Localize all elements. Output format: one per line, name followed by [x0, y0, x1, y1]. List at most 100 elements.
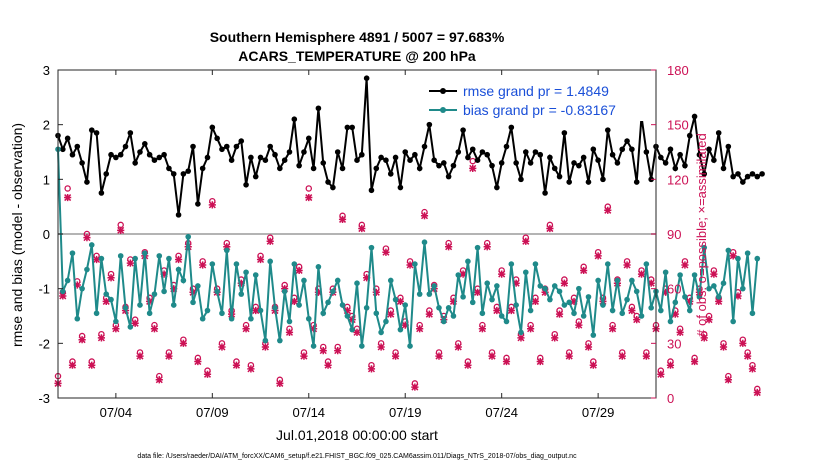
- obs-assimilated-marker: [343, 306, 351, 315]
- obs-assimilated-marker: [208, 201, 216, 209]
- bias-point: [64, 277, 71, 284]
- rmse-point: [754, 173, 761, 180]
- obs-assimilated-marker: [748, 365, 757, 373]
- rmse-point: [701, 171, 708, 177]
- obs-assimilated-marker: [160, 270, 168, 278]
- bias-point: [281, 288, 288, 295]
- rmse-point: [60, 146, 66, 153]
- obs-assimilated-marker: [517, 334, 525, 342]
- obs-assimilated-marker: [309, 325, 318, 333]
- bias-point: [711, 283, 717, 289]
- rmse-point: [315, 105, 322, 112]
- obs-assimilated-marker: [705, 316, 713, 324]
- bias-point: [455, 272, 462, 278]
- rmse-point: [547, 154, 553, 161]
- bias-point: [310, 343, 317, 349]
- rmse-point: [325, 179, 331, 185]
- rmse-point: [199, 165, 206, 172]
- rmse-point: [508, 124, 515, 131]
- obs-assimilated-marker: [425, 310, 433, 318]
- rmse-point: [696, 151, 703, 158]
- bias-point: [363, 305, 370, 311]
- bias-point: [209, 261, 216, 267]
- bias-point: [725, 247, 732, 254]
- bias-point: [503, 318, 510, 325]
- bias-point: [378, 329, 384, 336]
- obs-assimilated-marker: [710, 270, 718, 278]
- bias-point: [98, 255, 105, 262]
- obs-assimilated-marker: [59, 292, 67, 300]
- bias-point: [383, 318, 389, 325]
- chart-title: Southern Hemisphere 4891 / 5007 = 97.683…: [210, 29, 505, 45]
- obs-assimilated-marker: [179, 339, 187, 347]
- obs-assimilated-marker: [536, 357, 544, 366]
- rmse-point: [161, 151, 167, 158]
- y-axis-label: rmse and bias (model - observation): [9, 123, 25, 347]
- obs-assimilated-marker: [300, 352, 308, 360]
- rmse-point: [339, 165, 346, 172]
- bias-point: [489, 296, 495, 303]
- rmse-point: [137, 149, 143, 155]
- obs-assimilated-marker: [266, 237, 274, 245]
- obs-assimilated-marker: [637, 270, 646, 278]
- rmse-point: [551, 165, 558, 172]
- rmse-point: [677, 151, 683, 158]
- obs-assimilated-marker: [729, 252, 737, 260]
- bias-point: [532, 261, 539, 267]
- rmse-point: [146, 151, 153, 158]
- bias-point: [137, 302, 143, 308]
- rmse-point: [330, 184, 336, 191]
- y-tick-label: -3: [38, 391, 50, 406]
- rmse-point: [166, 165, 172, 172]
- rmse-point: [122, 143, 129, 150]
- rmse-point: [629, 146, 635, 153]
- obs-assimilated-marker: [681, 261, 689, 269]
- rmse-point: [556, 173, 563, 180]
- right-y-tick-label: 180: [667, 63, 689, 78]
- bias-point: [590, 332, 597, 338]
- rmse-point: [392, 154, 399, 161]
- bias-point: [701, 244, 708, 251]
- bias-point: [460, 294, 466, 300]
- legend-label: bias grand pr = -0.83167: [463, 102, 616, 118]
- right-y-tick-label: 0: [667, 391, 674, 406]
- bias-point: [484, 280, 491, 287]
- obs-assimilated-marker: [512, 279, 520, 287]
- rmse-point: [580, 154, 587, 161]
- bias-point: [445, 305, 452, 311]
- bias-point: [195, 283, 201, 289]
- rmse-point: [489, 162, 495, 169]
- obs-assimilated-marker: [464, 361, 472, 369]
- rmse-point: [441, 160, 447, 166]
- bias-point: [170, 302, 177, 308]
- rmse-point: [658, 154, 664, 161]
- obs-assimilated-marker: [256, 255, 265, 264]
- rmse-point: [291, 116, 298, 122]
- bias-point: [604, 261, 611, 267]
- obs-assimilated-marker: [647, 279, 655, 287]
- bias-point: [571, 310, 577, 317]
- bias-point: [117, 253, 124, 259]
- obs-assimilated-marker: [744, 352, 752, 360]
- obs-assimilated-marker: [676, 328, 684, 336]
- obs-assimilated-marker: [88, 361, 96, 369]
- bias-point: [334, 277, 341, 284]
- obs-assimilated-marker: [136, 352, 144, 360]
- obs-assimilated-marker: [64, 193, 72, 202]
- rmse-point: [585, 179, 592, 185]
- obs-assimilated-marker: [396, 297, 405, 306]
- rmse-point: [682, 162, 688, 169]
- bias-point: [412, 261, 418, 267]
- rmse-point: [412, 151, 418, 158]
- bias-point: [127, 324, 134, 330]
- bias-point: [706, 285, 712, 292]
- obs-assimilated-marker: [203, 370, 212, 378]
- obs-assimilated-marker: [642, 352, 650, 360]
- rmse-point: [368, 187, 375, 194]
- rmse-point: [421, 143, 428, 150]
- bias-point: [108, 296, 114, 303]
- obs-assimilated-marker: [68, 361, 77, 369]
- bias-point: [469, 299, 476, 306]
- obs-assimilated-marker: [107, 274, 115, 282]
